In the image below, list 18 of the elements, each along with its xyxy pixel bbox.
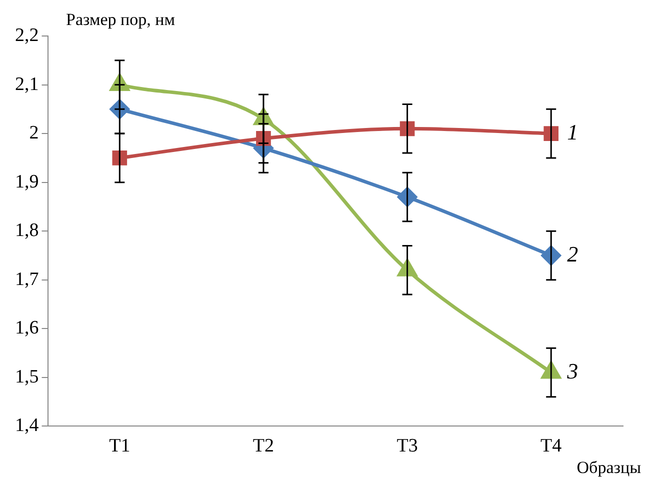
x-axis-title: Образцы bbox=[576, 458, 642, 477]
y-tick-label: 1,9 bbox=[15, 171, 39, 192]
series-label: 2 bbox=[567, 241, 578, 266]
y-tick-label: 1,4 bbox=[15, 415, 40, 436]
y-tick-label: 1,8 bbox=[15, 220, 39, 242]
x-tick-label: T4 bbox=[540, 436, 562, 457]
series-label: 1 bbox=[567, 119, 578, 144]
series-label: 3 bbox=[566, 358, 578, 384]
y-tick-label: 2,1 bbox=[15, 74, 39, 95]
y-axis-title: Размер пор, нм bbox=[66, 10, 176, 29]
x-tick-label: T2 bbox=[252, 436, 274, 457]
y-tick-label: 2,2 bbox=[15, 24, 39, 46]
x-tick-label: T3 bbox=[396, 436, 418, 457]
y-tick-label: 1,5 bbox=[15, 366, 39, 388]
y-tick-label: 1,7 bbox=[15, 268, 39, 290]
x-tick-label: T1 bbox=[109, 436, 130, 457]
y-tick-label: 1,6 bbox=[15, 318, 39, 339]
y-tick-label: 2 bbox=[29, 122, 39, 144]
